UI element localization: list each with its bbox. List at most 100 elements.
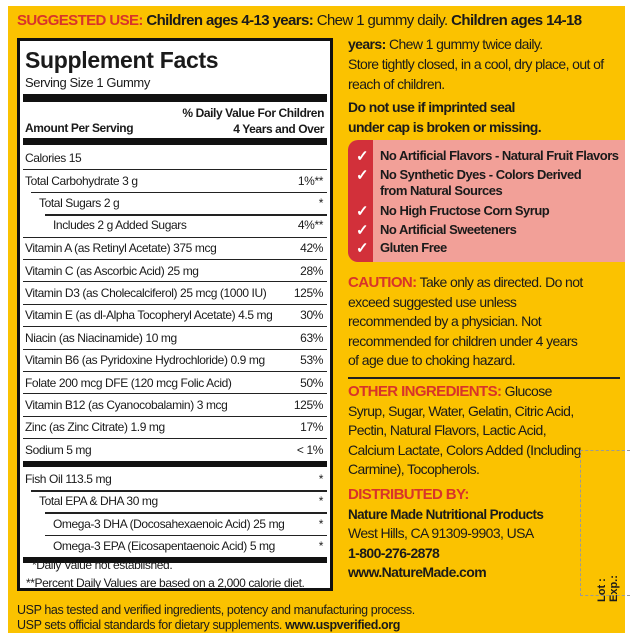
serving-size: Serving Size 1 Gummy [25, 75, 150, 90]
row-rule [45, 534, 327, 537]
nutrient-name: Omega-3 DHA (Docosahexaenoic Acid) 25 mg [53, 516, 285, 531]
distributor-name: Nature Made Nutritional Products [348, 506, 544, 522]
nutrient-name: Total Carbohydrate 3 g [25, 174, 138, 189]
nutrient-name: Total EPA & DHA 30 mg [39, 494, 158, 509]
facts-row: Total Carbohydrate 3 g 1%** [23, 169, 327, 191]
daily-value: 125% [293, 286, 323, 301]
amount-header: Amount Per Serving [25, 121, 134, 135]
daily-value: 28% [300, 263, 323, 278]
daily-value: 125% [293, 398, 323, 413]
suggested-use: SUGGESTED USE: Children ages 4-13 years:… [17, 12, 582, 29]
distributor-label: DISTRIBUTED BY: [348, 486, 469, 503]
row-rule [45, 214, 327, 216]
usp-link[interactable]: www.uspverified.org [285, 618, 400, 632]
claim-item: from Natural Sources [380, 183, 503, 198]
nutrient-name: Vitamin B12 (as Cyanocobalamin) 3 mcg [25, 398, 228, 413]
distributor-block: DISTRIBUTED BY: Nature Made Nutritional … [348, 485, 628, 583]
daily-value: 53% [300, 353, 323, 368]
directions-block: years: Chew 1 gummy twice daily. Store t… [348, 34, 623, 137]
caution-text: Take only as directed. Do not exceed sug… [348, 274, 583, 368]
age-group-1: Children ages 4-13 years: [146, 12, 314, 29]
daily-value: 1%** [297, 174, 323, 189]
divider-bar [23, 138, 327, 145]
daily-value: * [318, 195, 324, 210]
dose-2: Chew 1 gummy twice daily. [385, 36, 543, 52]
suggested-use-label: SUGGESTED USE: [17, 12, 143, 29]
age-group-2: Children ages 14-18 [451, 12, 582, 29]
nutrient-name: Calories 15 [25, 151, 82, 166]
facts-row: Folate 200 mcg DFE (120 mcg Folic Acid) 5… [23, 371, 327, 393]
nutrient-name: Zinc (as Zinc Citrate) 1.9 mg [25, 420, 165, 435]
supplement-facts-panel: Supplement Facts Serving Size 1 Gummy % … [17, 38, 333, 591]
divider-bar [23, 557, 327, 564]
nutrient-name: Vitamin E (as dl-Alpha Tocopheryl Acetat… [25, 308, 273, 323]
daily-value: * [318, 471, 324, 486]
ingredients-label: OTHER INGREDIENTS: [348, 383, 502, 400]
facts-row: Fish Oil 113.5 mg * [23, 468, 327, 490]
row-rule [45, 512, 327, 514]
daily-value: * [318, 538, 324, 553]
check-icon: ✓ [356, 148, 369, 165]
facts-row: Calories 15 [23, 147, 327, 169]
exp-label: Exp.: [608, 575, 620, 602]
storage-text: Store tightly closed, in a cool, dry pla… [348, 56, 604, 92]
caution-label: CAUTION: [348, 274, 417, 291]
claim-item: No Artificial Sweeteners [380, 222, 517, 237]
dose-1: Chew 1 gummy daily. [313, 12, 452, 29]
website-link[interactable]: www.NatureMade.com [348, 564, 487, 580]
footnote-1: *Daily Value not established. [32, 558, 173, 572]
facts-row: Vitamin D3 (as Cholecalciferol) 25 mcg (… [23, 281, 327, 303]
facts-row: Vitamin B6 (as Pyridoxine Hydrochloride)… [23, 348, 327, 371]
claims-box: ✓ No Artificial Flavors - Natural Fruit … [348, 140, 625, 262]
usp-line-2: USP sets official standards for dietary … [17, 618, 286, 632]
claim-item: Gluten Free [380, 240, 447, 255]
nutrient-name: Fish Oil 113.5 mg [25, 471, 112, 486]
nutrient-name: Omega-3 EPA (Eicosapentaenoic Acid) 5 mg [53, 538, 275, 553]
nutrient-name: Vitamin B6 (as Pyridoxine Hydrochloride)… [25, 353, 265, 368]
claim-item: No Synthetic Dyes - Colors Derived [380, 167, 582, 182]
facts-title: Supplement Facts [25, 47, 219, 73]
daily-value: * [318, 516, 324, 531]
phone-number[interactable]: 1-800-276-2878 [348, 544, 440, 561]
divider [348, 377, 620, 379]
daily-value: < 1% [296, 442, 323, 457]
daily-value: 63% [300, 330, 323, 345]
facts-row: Zinc (as Zinc Citrate) 1.9 mg 17% [23, 415, 327, 438]
check-icon: ✓ [356, 222, 369, 239]
usp-statement: USP has tested and verified ingredients,… [17, 603, 415, 633]
caution-block: CAUTION: Take only as directed. Do not e… [348, 273, 588, 371]
facts-row: Niacin (as Niacinamide) 10 mg 63% [23, 326, 327, 348]
seal-warning: Do not use if imprinted seal under cap i… [348, 99, 542, 135]
facts-row: Omega-3 EPA (Eicosapentaenoic Acid) 5 mg… [23, 534, 327, 557]
facts-row: Vitamin E (as dl-Alpha Tocopheryl Acetat… [23, 303, 327, 326]
ingredients-text: Glucose Syrup, Sugar, Water, Gelatin, Ci… [348, 383, 581, 477]
distributor-address: West Hills, CA 91309-9903, USA [348, 525, 534, 541]
daily-value: 4%** [297, 218, 323, 233]
facts-row: Vitamin C (as Ascorbic Acid) 25 mg 28% [23, 259, 327, 281]
nutrient-name: Includes 2 g Added Sugars [53, 218, 187, 233]
check-icon: ✓ [356, 167, 369, 184]
facts-row: Total EPA & DHA 30 mg * [23, 490, 327, 512]
product-label: SUGGESTED USE: Children ages 4-13 years:… [8, 6, 630, 633]
nutrient-name: Vitamin D3 (as Cholecalciferol) 25 mcg (… [25, 286, 267, 301]
facts-row: Vitamin B12 (as Cyanocobalamin) 3 mcg 125… [23, 393, 327, 415]
nutrient-name: Folate 200 mcg DFE (120 mcg Folic Acid) [25, 375, 232, 390]
facts-row: Sodium 5 mg < 1% [23, 438, 327, 460]
nutrient-name: Niacin (as Niacinamide) 10 mg [25, 330, 177, 345]
check-icon: ✓ [356, 203, 369, 220]
footnote-2: **Percent Daily Values are based on a 2,… [26, 576, 305, 590]
facts-row: Includes 2 g Added Sugars 4%** [23, 214, 327, 236]
lot-exp-box [580, 450, 630, 596]
daily-value: * [318, 494, 324, 509]
daily-value: 50% [300, 375, 323, 390]
check-icon: ✓ [356, 240, 369, 257]
row-rule [31, 490, 327, 492]
divider-bar [23, 94, 327, 102]
facts-row: Omega-3 DHA (Docosahexaenoic Acid) 25 mg… [23, 512, 327, 534]
nutrient-name: Vitamin A (as Retinyl Acetate) 375 mcg [25, 241, 217, 256]
row-rule [31, 191, 327, 194]
facts-row: Vitamin A (as Retinyl Acetate) 375 mcg 42… [23, 236, 327, 259]
nutrient-name: Sodium 5 mg [25, 442, 92, 457]
other-ingredients: OTHER INGREDIENTS: Glucose Syrup, Sugar,… [348, 382, 588, 480]
daily-value: 42% [300, 241, 323, 256]
